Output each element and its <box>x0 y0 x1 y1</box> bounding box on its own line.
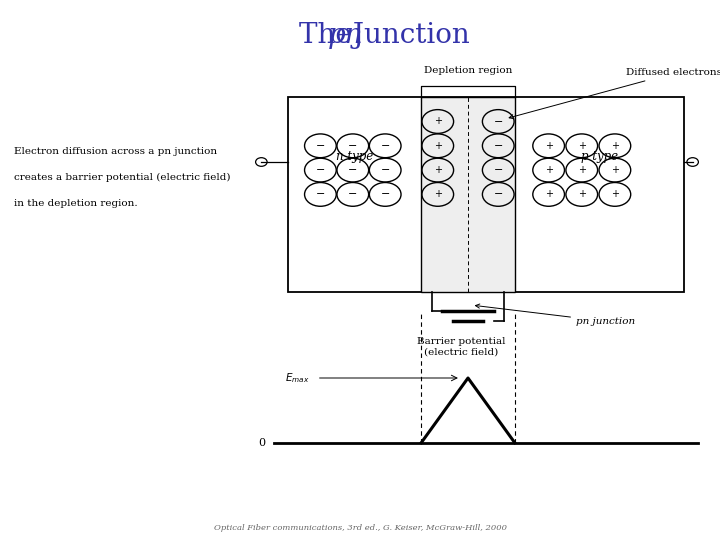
Text: −: − <box>493 165 503 175</box>
Text: +: + <box>577 190 586 199</box>
Text: +: + <box>577 141 586 151</box>
Text: −: − <box>493 141 503 151</box>
Text: −: − <box>315 165 325 175</box>
Text: Diffused electrons: Diffused electrons <box>509 69 720 119</box>
Text: −: − <box>348 141 358 151</box>
Text: +: + <box>611 141 619 151</box>
Text: p type: p type <box>581 150 618 163</box>
Bar <box>421 97 515 292</box>
Text: Electron diffusion across a pn junction: Electron diffusion across a pn junction <box>14 147 217 156</box>
Text: +: + <box>544 165 553 175</box>
Text: −: − <box>348 190 358 199</box>
Text: −: − <box>315 141 325 151</box>
Text: pn: pn <box>328 22 363 49</box>
Text: +: + <box>433 117 442 126</box>
Text: Optical Fiber communications, 3rd ed., G. Keiser, McGraw-Hill, 2000: Optical Fiber communications, 3rd ed., G… <box>214 524 506 532</box>
Text: in the depletion region.: in the depletion region. <box>14 199 138 207</box>
Text: The: The <box>299 22 361 49</box>
Text: −: − <box>380 165 390 175</box>
Text: +: + <box>433 141 442 151</box>
Text: $E_{max}$: $E_{max}$ <box>285 371 310 385</box>
Text: +: + <box>433 190 442 199</box>
Text: +: + <box>433 165 442 175</box>
Text: 0: 0 <box>258 438 265 448</box>
Text: Barrier potential
(electric field): Barrier potential (electric field) <box>417 338 505 357</box>
Text: +: + <box>544 141 553 151</box>
Text: −: − <box>315 190 325 199</box>
Text: +: + <box>544 190 553 199</box>
Text: n type: n type <box>336 150 373 163</box>
Text: +: + <box>611 190 619 199</box>
Text: −: − <box>348 165 358 175</box>
Text: Depletion region: Depletion region <box>424 66 512 75</box>
Text: −: − <box>380 190 390 199</box>
Bar <box>288 97 684 292</box>
Text: +: + <box>611 165 619 175</box>
Text: pn junction: pn junction <box>475 304 635 326</box>
Text: creates a barrier potential (electric field): creates a barrier potential (electric fi… <box>14 173 231 181</box>
Text: Junction: Junction <box>344 22 470 49</box>
Text: −: − <box>493 190 503 199</box>
Text: −: − <box>493 117 503 126</box>
Text: −: − <box>380 141 390 151</box>
Text: +: + <box>577 165 586 175</box>
